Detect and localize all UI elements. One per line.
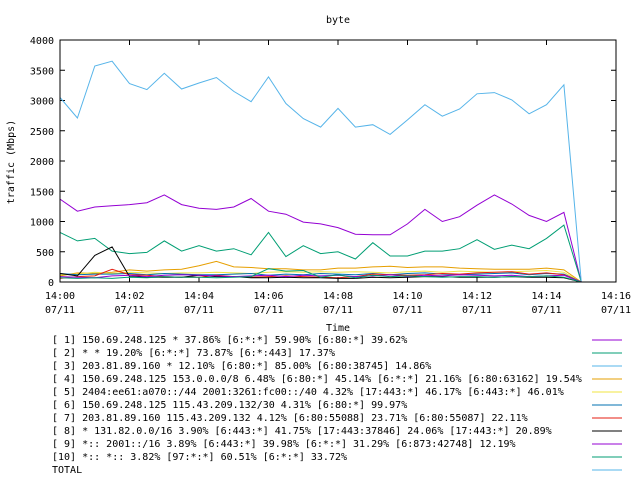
legend-label-5: [ 5] 2404:ee61:a070::/44 2001:3261:fc00:…	[52, 387, 564, 398]
legend-label-6: [ 6] 150.69.248.125 115.43.209.132/30 4.…	[52, 400, 407, 411]
x-tick-date: 07/11	[184, 305, 214, 316]
x-tick-time: 14:06	[253, 291, 283, 302]
x-tick-time: 14:16	[601, 291, 631, 302]
series-lines	[59, 60, 582, 283]
y-tick-label: 1000	[30, 218, 54, 229]
legend-label-7: [ 7] 203.81.89.160 115.43.209.132 4.12% …	[52, 413, 528, 424]
legend-label-2: [ 2] * * 19.20% [6:*:*] 73.87% [6:*:443]…	[52, 348, 335, 359]
x-tick-time: 14:12	[462, 291, 492, 302]
y-tick-label: 2000	[30, 157, 54, 168]
series-line-9	[59, 274, 582, 283]
x-tick-time: 14:14	[531, 291, 561, 302]
y-tick-label: 3000	[30, 97, 54, 108]
y-tick-label: 2500	[30, 127, 54, 138]
x-tick-date: 07/11	[601, 305, 631, 316]
y-tick-label: 3500	[30, 66, 54, 77]
legend-label-9: [ 9] *:: 2001::/16 3.89% [6:443:*] 39.98…	[52, 439, 516, 450]
legend-label-1: [ 1] 150.69.248.125 * 37.86% [6:*:*] 59.…	[52, 335, 407, 346]
legend-label-total: TOTAL	[52, 465, 82, 476]
x-tick-time: 14:10	[392, 291, 422, 302]
y-tick-label: 0	[48, 278, 54, 289]
x-tick-date: 07/11	[45, 305, 75, 316]
x-axis-label: Time	[326, 323, 350, 334]
x-tick-date: 07/11	[392, 305, 422, 316]
x-tick-date: 07/11	[114, 305, 144, 316]
y-tick-label: 500	[36, 248, 54, 259]
series-line-6	[59, 272, 582, 283]
y-axis-ticks: 0 500 1000 1500 2000 2500 3000 3500 4000	[30, 36, 616, 289]
x-tick-date: 07/11	[531, 305, 561, 316]
x-tick-date: 07/11	[462, 305, 492, 316]
series-line-2	[59, 224, 582, 283]
x-tick-date: 07/11	[323, 305, 353, 316]
series-line-4	[59, 260, 582, 283]
x-axis-ticks: 14:00 07/11 14:02 07/11 14:04 07/11 14:06 07/11…	[45, 40, 631, 316]
legend: [ 1] 150.69.248.125 * 37.86% [6:*:*] 59.…	[52, 335, 622, 476]
y-tick-label: 1500	[30, 187, 54, 198]
x-tick-time: 14:08	[323, 291, 353, 302]
legend-label-10: [10] *:: *:: 3.82% [97:*:*] 60.51% [6:*:…	[52, 452, 347, 463]
series-line-10	[59, 268, 582, 283]
plot-frame	[59, 39, 617, 283]
series-line-3	[59, 60, 582, 283]
y-tick-label: 4000	[30, 36, 54, 47]
x-tick-time: 14:04	[184, 291, 214, 302]
legend-label-8: [ 8] * 131.82.0.0/16 3.90% [6:443:*] 41.…	[52, 426, 552, 437]
y-axis-label: traffic (Mbps)	[6, 120, 17, 204]
x-tick-time: 14:02	[114, 291, 144, 302]
x-tick-time: 14:00	[45, 291, 75, 302]
legend-label-3: [ 3] 203.81.89.160 * 12.10% [6:80:*] 85.…	[52, 361, 431, 372]
chart-title: byte	[326, 15, 350, 26]
legend-label-4: [ 4] 150.69.248.125 153.0.0.0/8 6.48% [6…	[52, 374, 582, 385]
series-line-1	[59, 194, 582, 283]
x-tick-date: 07/11	[253, 305, 283, 316]
